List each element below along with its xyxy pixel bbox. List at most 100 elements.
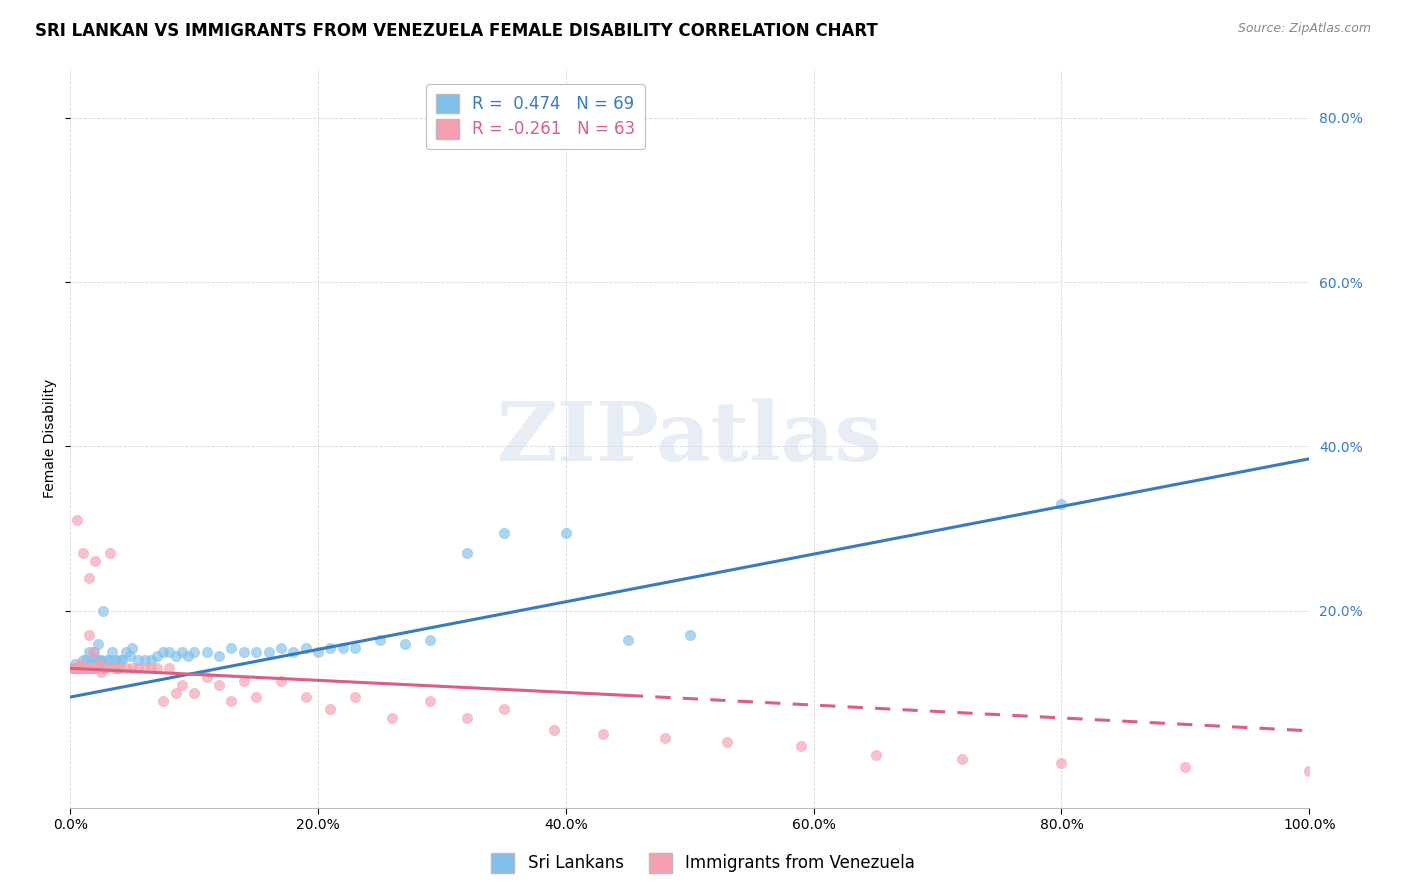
Point	[69, 661, 91, 675]
Point	[73, 661, 96, 675]
Point	[72, 661, 94, 675]
Point	[87, 657, 110, 672]
Point	[245, 645, 267, 659]
Point	[332, 640, 354, 655]
Text: ZIPatlas: ZIPatlas	[498, 398, 883, 478]
Point	[105, 661, 128, 675]
Point	[73, 661, 96, 675]
Point	[77, 645, 100, 659]
Point	[67, 661, 90, 675]
Point	[79, 661, 101, 675]
Point	[86, 661, 108, 675]
Point	[82, 645, 104, 659]
Point	[105, 661, 128, 675]
Point	[66, 661, 89, 675]
Point	[84, 661, 107, 675]
Point	[121, 661, 143, 675]
Point	[93, 661, 115, 675]
Point	[294, 690, 316, 704]
Point	[118, 648, 141, 663]
Point	[419, 694, 441, 708]
Point	[1050, 497, 1073, 511]
Point	[66, 661, 89, 675]
Point	[76, 661, 98, 675]
Point	[208, 678, 231, 692]
Point	[165, 686, 187, 700]
Point	[456, 710, 478, 724]
Point	[82, 653, 104, 667]
Y-axis label: Female Disability: Female Disability	[44, 378, 58, 498]
Point	[183, 645, 205, 659]
Point	[139, 661, 162, 675]
Point	[790, 739, 813, 754]
Point	[67, 661, 90, 675]
Point	[65, 661, 87, 675]
Point	[592, 727, 614, 741]
Point	[394, 637, 416, 651]
Legend: Sri Lankans, Immigrants from Venezuela: Sri Lankans, Immigrants from Venezuela	[484, 847, 922, 880]
Point	[87, 653, 110, 667]
Point	[77, 628, 100, 642]
Point	[65, 661, 87, 675]
Point	[63, 661, 86, 675]
Point	[195, 669, 218, 683]
Point	[127, 661, 149, 675]
Point	[195, 645, 218, 659]
Point	[104, 653, 127, 667]
Point	[950, 752, 973, 766]
Point	[96, 653, 118, 667]
Point	[70, 661, 93, 675]
Point	[86, 661, 108, 675]
Point	[72, 661, 94, 675]
Point	[270, 673, 292, 688]
Point	[381, 710, 404, 724]
Point	[83, 645, 105, 659]
Point	[134, 661, 156, 675]
Point	[90, 653, 112, 667]
Point	[127, 653, 149, 667]
Point	[159, 661, 181, 675]
Point	[121, 640, 143, 655]
Point	[257, 645, 280, 659]
Point	[221, 640, 243, 655]
Point	[69, 657, 91, 672]
Point	[245, 690, 267, 704]
Point	[139, 653, 162, 667]
Text: SRI LANKAN VS IMMIGRANTS FROM VENEZUELA FEMALE DISABILITY CORRELATION CHART: SRI LANKAN VS IMMIGRANTS FROM VENEZUELA …	[35, 22, 877, 40]
Point	[270, 640, 292, 655]
Point	[492, 702, 515, 716]
Point	[72, 546, 94, 560]
Point	[77, 661, 100, 675]
Point	[115, 645, 138, 659]
Point	[183, 686, 205, 700]
Point	[146, 648, 169, 663]
Point	[65, 513, 87, 527]
Point	[319, 702, 342, 716]
Point	[75, 661, 97, 675]
Point	[165, 648, 187, 663]
Point	[96, 661, 118, 675]
Point	[98, 653, 121, 667]
Point	[84, 661, 107, 675]
Point	[101, 645, 124, 659]
Point	[368, 632, 391, 647]
Point	[492, 525, 515, 540]
Point	[94, 661, 117, 675]
Point	[221, 694, 243, 708]
Point	[111, 653, 134, 667]
Point	[716, 735, 738, 749]
Point	[86, 653, 108, 667]
Point	[617, 632, 640, 647]
Point	[70, 661, 93, 675]
Point	[319, 640, 342, 655]
Point	[75, 653, 97, 667]
Text: Source: ZipAtlas.com: Source: ZipAtlas.com	[1237, 22, 1371, 36]
Point	[65, 661, 87, 675]
Point	[654, 731, 676, 746]
Point	[554, 525, 576, 540]
Point	[159, 645, 181, 659]
Point	[80, 661, 103, 675]
Point	[1174, 760, 1197, 774]
Point	[344, 690, 367, 704]
Point	[177, 648, 200, 663]
